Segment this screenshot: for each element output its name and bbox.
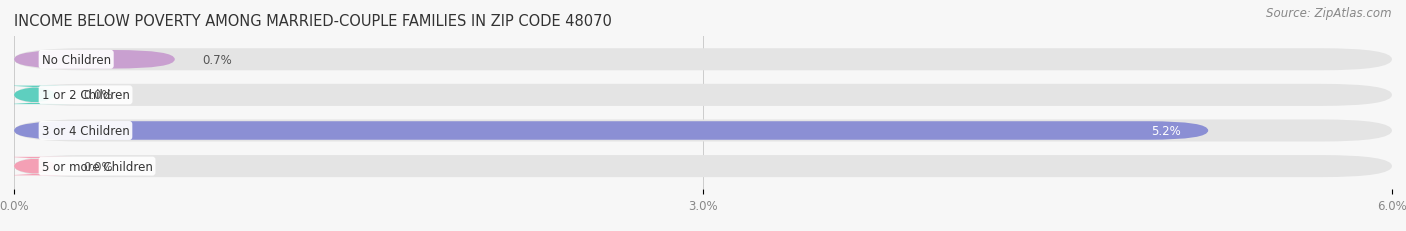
FancyBboxPatch shape xyxy=(0,86,73,105)
FancyBboxPatch shape xyxy=(14,49,1392,71)
Text: 1 or 2 Children: 1 or 2 Children xyxy=(42,89,129,102)
FancyBboxPatch shape xyxy=(14,120,1392,142)
Text: 5.2%: 5.2% xyxy=(1152,125,1181,137)
Text: 0.0%: 0.0% xyxy=(83,89,112,102)
FancyBboxPatch shape xyxy=(14,155,1392,177)
FancyBboxPatch shape xyxy=(14,51,174,69)
Text: 3 or 4 Children: 3 or 4 Children xyxy=(42,125,129,137)
FancyBboxPatch shape xyxy=(14,85,1392,106)
Text: No Children: No Children xyxy=(42,54,111,67)
FancyBboxPatch shape xyxy=(14,122,1208,140)
Text: Source: ZipAtlas.com: Source: ZipAtlas.com xyxy=(1267,7,1392,20)
Text: INCOME BELOW POVERTY AMONG MARRIED-COUPLE FAMILIES IN ZIP CODE 48070: INCOME BELOW POVERTY AMONG MARRIED-COUPL… xyxy=(14,14,612,29)
FancyBboxPatch shape xyxy=(0,157,73,176)
Text: 0.7%: 0.7% xyxy=(202,54,232,67)
Text: 0.0%: 0.0% xyxy=(83,160,112,173)
Text: 5 or more Children: 5 or more Children xyxy=(42,160,152,173)
